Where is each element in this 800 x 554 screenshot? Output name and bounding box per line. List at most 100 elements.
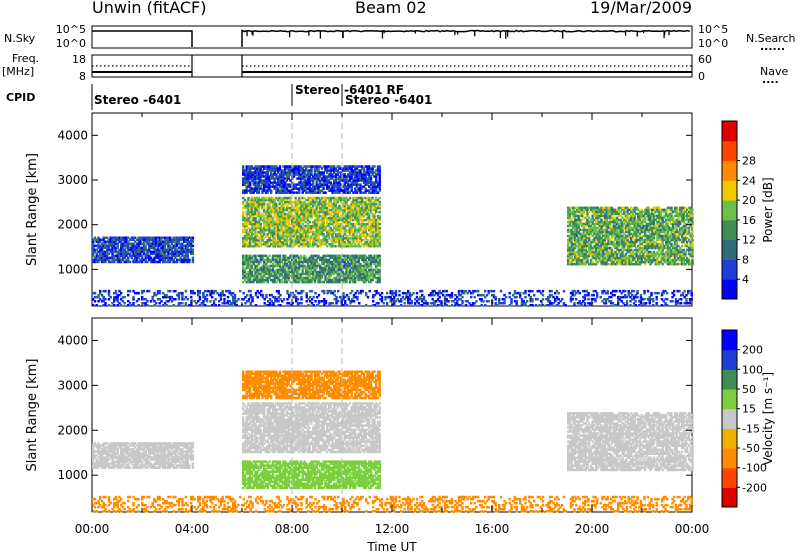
power-cell bbox=[245, 230, 248, 234]
power-cell bbox=[298, 216, 301, 220]
power-cell bbox=[376, 235, 380, 238]
power-cell bbox=[376, 256, 380, 260]
power-cell bbox=[334, 189, 338, 192]
power-cell bbox=[263, 233, 266, 236]
power-cell bbox=[322, 210, 325, 214]
power-cell bbox=[259, 175, 262, 178]
power-cell bbox=[97, 258, 100, 262]
power-cell bbox=[308, 204, 311, 208]
power-cell bbox=[277, 239, 280, 242]
power-cell bbox=[252, 179, 255, 182]
power-cell bbox=[361, 276, 364, 280]
power-cell bbox=[252, 183, 255, 186]
power-cell bbox=[296, 278, 299, 282]
power-cell bbox=[278, 280, 282, 284]
power-cell bbox=[266, 179, 269, 182]
power-cell bbox=[287, 202, 290, 206]
power-cell bbox=[266, 260, 269, 264]
power-cell bbox=[294, 280, 297, 284]
power-cell bbox=[345, 239, 348, 242]
power-cell bbox=[284, 276, 287, 280]
power-cell bbox=[364, 222, 367, 226]
power-cell bbox=[326, 210, 329, 214]
power-cell bbox=[263, 200, 266, 204]
power-cell bbox=[366, 278, 369, 282]
power-cell bbox=[118, 252, 121, 256]
power-cell bbox=[252, 189, 255, 192]
power-cell bbox=[348, 222, 352, 226]
power-cell bbox=[296, 260, 299, 264]
power-cell bbox=[319, 198, 322, 202]
power-cell bbox=[312, 200, 315, 204]
power-cell bbox=[142, 242, 146, 246]
power-cell bbox=[306, 196, 310, 200]
power-cell bbox=[257, 169, 261, 172]
power-cell bbox=[163, 242, 167, 246]
power-cell bbox=[247, 270, 250, 274]
power-cell bbox=[285, 208, 289, 212]
power-cell bbox=[313, 177, 317, 180]
power-cell bbox=[249, 191, 252, 194]
power-cell bbox=[292, 241, 296, 244]
power-cell bbox=[378, 264, 381, 268]
power-cell bbox=[257, 268, 261, 272]
power-cell bbox=[165, 254, 168, 258]
power-cell bbox=[359, 206, 362, 210]
freq-right-tick: 0 bbox=[698, 70, 705, 83]
power-cell bbox=[99, 248, 102, 252]
power-cell bbox=[249, 175, 252, 178]
power-cell bbox=[301, 272, 304, 276]
power-cell bbox=[252, 206, 255, 210]
power-cell bbox=[376, 239, 380, 242]
power-cell bbox=[120, 242, 123, 246]
power-cell bbox=[153, 240, 156, 243]
power-cell bbox=[252, 245, 255, 248]
power-cell bbox=[315, 243, 318, 246]
power-cell bbox=[284, 212, 287, 216]
power-cell bbox=[289, 218, 292, 222]
power-cell bbox=[151, 246, 154, 250]
power-cell bbox=[146, 248, 149, 252]
power-cell bbox=[275, 220, 278, 224]
power-cell bbox=[308, 258, 311, 262]
power-cell bbox=[291, 228, 294, 232]
power-cell bbox=[327, 228, 331, 232]
power-cell bbox=[303, 264, 306, 268]
power-cell bbox=[301, 173, 304, 176]
power-cell bbox=[263, 241, 266, 244]
power-cell bbox=[254, 256, 257, 260]
power-cell bbox=[359, 218, 362, 222]
power-cell bbox=[320, 206, 324, 210]
power-cell bbox=[118, 260, 121, 264]
power-cell bbox=[373, 230, 376, 234]
power-cell bbox=[306, 214, 310, 218]
power-cell bbox=[350, 202, 353, 206]
power-cell bbox=[268, 165, 271, 168]
power-cell bbox=[378, 218, 381, 222]
power-cell bbox=[146, 250, 149, 254]
power-cell bbox=[252, 228, 255, 232]
power-cell bbox=[317, 280, 320, 284]
power-cell bbox=[183, 254, 186, 258]
power-cell bbox=[340, 228, 343, 232]
power-cell bbox=[312, 212, 315, 216]
power-cell bbox=[254, 237, 257, 240]
power-cell bbox=[254, 258, 257, 262]
power-cell bbox=[177, 254, 181, 258]
power-cell bbox=[256, 165, 259, 168]
power-cell bbox=[376, 222, 380, 226]
power-cell bbox=[256, 206, 259, 210]
power-cell bbox=[369, 222, 373, 226]
power-cell bbox=[165, 238, 168, 241]
power-cell bbox=[299, 226, 303, 230]
power-cell bbox=[285, 274, 289, 278]
power-cell bbox=[249, 278, 252, 282]
power-cell bbox=[322, 214, 325, 218]
power-cell bbox=[252, 204, 255, 208]
power-cell bbox=[343, 258, 346, 262]
power-cell bbox=[287, 266, 290, 270]
power-cell bbox=[92, 250, 95, 254]
power-cell bbox=[305, 187, 308, 190]
power-cell bbox=[364, 280, 367, 284]
power-cell bbox=[268, 167, 271, 170]
